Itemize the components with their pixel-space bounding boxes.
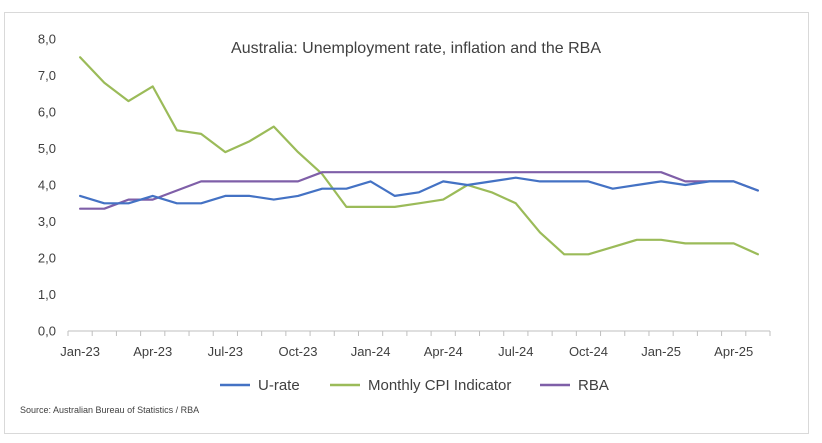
chart-title: Australia: Unemployment rate, inflation … [231,40,601,57]
y-tick-label: 8,0 [38,32,56,47]
y-tick-label: 5,0 [38,141,56,156]
y-tick-label: 6,0 [38,105,56,120]
x-tick-label: Jul-23 [208,344,243,359]
x-axis: Jan-23 Apr-23 Jul-23 Oct-23 Jan-24 Apr-24 Jul-… [60,330,771,359]
y-axis-ticks: 0,0 1,0 2,0 3,0 4,0 5,0 6,0 7,0 8,0 [38,32,56,339]
x-tick-label: Jan-25 [641,344,681,359]
legend-label-monthly-cpi-indicator: Monthly CPI Indicator [368,377,511,394]
source-note: Source: Australian Bureau of Statistics … [20,405,199,415]
legend-label-u-rate: U-rate [258,377,300,394]
legend: U-rate Monthly CPI Indicator RBA [220,377,609,394]
chart-frame [4,12,809,434]
x-tick-label: Apr-23 [133,344,172,359]
x-tick-label: Jan-24 [351,344,391,359]
y-tick-label: 4,0 [38,178,56,193]
y-tick-label: 3,0 [38,214,56,229]
series-line-rba [78,171,760,210]
y-tick-label: 7,0 [38,68,56,83]
y-tick-label: 0,0 [38,324,56,339]
x-tick-label: Oct-24 [569,344,608,359]
legend-label-rba: RBA [578,377,609,394]
x-tick-label: Apr-24 [424,344,463,359]
x-tick-label: Oct-23 [278,344,317,359]
x-tick-label: Jan-23 [60,344,100,359]
x-tick-label: Jul-24 [498,344,533,359]
series-line-monthly-cpi-indicator [78,56,760,256]
x-tick-label: Apr-25 [714,344,753,359]
series-lines [78,56,760,256]
series-line-u-rate [78,176,760,205]
y-tick-label: 2,0 [38,251,56,266]
y-tick-label: 1,0 [38,287,56,302]
